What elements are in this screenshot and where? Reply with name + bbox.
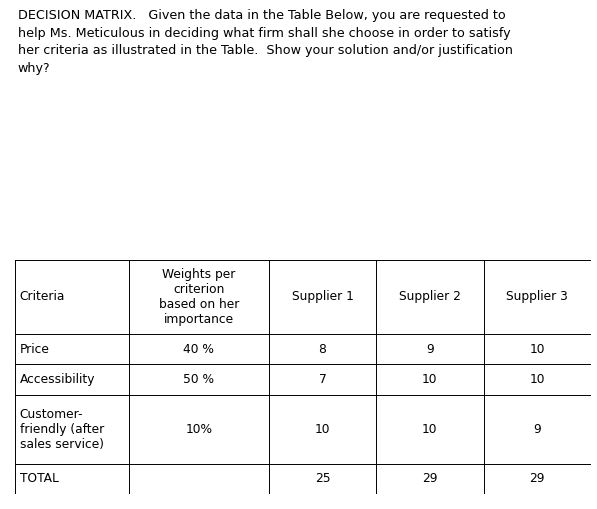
Text: Criteria: Criteria bbox=[20, 291, 65, 303]
Text: 50 %: 50 % bbox=[183, 373, 214, 386]
Text: 9: 9 bbox=[534, 422, 541, 436]
Text: 8: 8 bbox=[319, 343, 327, 356]
Text: Supplier 1: Supplier 1 bbox=[291, 291, 353, 303]
Text: 10%: 10% bbox=[185, 422, 213, 436]
Text: 10: 10 bbox=[315, 422, 330, 436]
Text: 25: 25 bbox=[315, 472, 330, 485]
Text: 10: 10 bbox=[422, 422, 438, 436]
Text: Supplier 3: Supplier 3 bbox=[506, 291, 568, 303]
Text: 9: 9 bbox=[426, 343, 434, 356]
Text: 10: 10 bbox=[530, 373, 545, 386]
Text: 29: 29 bbox=[422, 472, 438, 485]
Text: 7: 7 bbox=[319, 373, 327, 386]
Text: Price: Price bbox=[20, 343, 50, 356]
Text: Weights per
criterion
based on her
importance: Weights per criterion based on her impor… bbox=[159, 268, 239, 326]
Text: Customer-
friendly (after
sales service): Customer- friendly (after sales service) bbox=[20, 408, 104, 450]
Text: 10: 10 bbox=[422, 373, 438, 386]
Text: Accessibility: Accessibility bbox=[20, 373, 95, 386]
Text: 29: 29 bbox=[530, 472, 545, 485]
Text: 40 %: 40 % bbox=[183, 343, 214, 356]
Text: Supplier 2: Supplier 2 bbox=[399, 291, 461, 303]
Text: DECISION MATRIX.   Given the data in the Table Below, you are requested to
help : DECISION MATRIX. Given the data in the T… bbox=[18, 9, 513, 75]
Text: TOTAL: TOTAL bbox=[20, 472, 59, 485]
Text: 10: 10 bbox=[530, 343, 545, 356]
